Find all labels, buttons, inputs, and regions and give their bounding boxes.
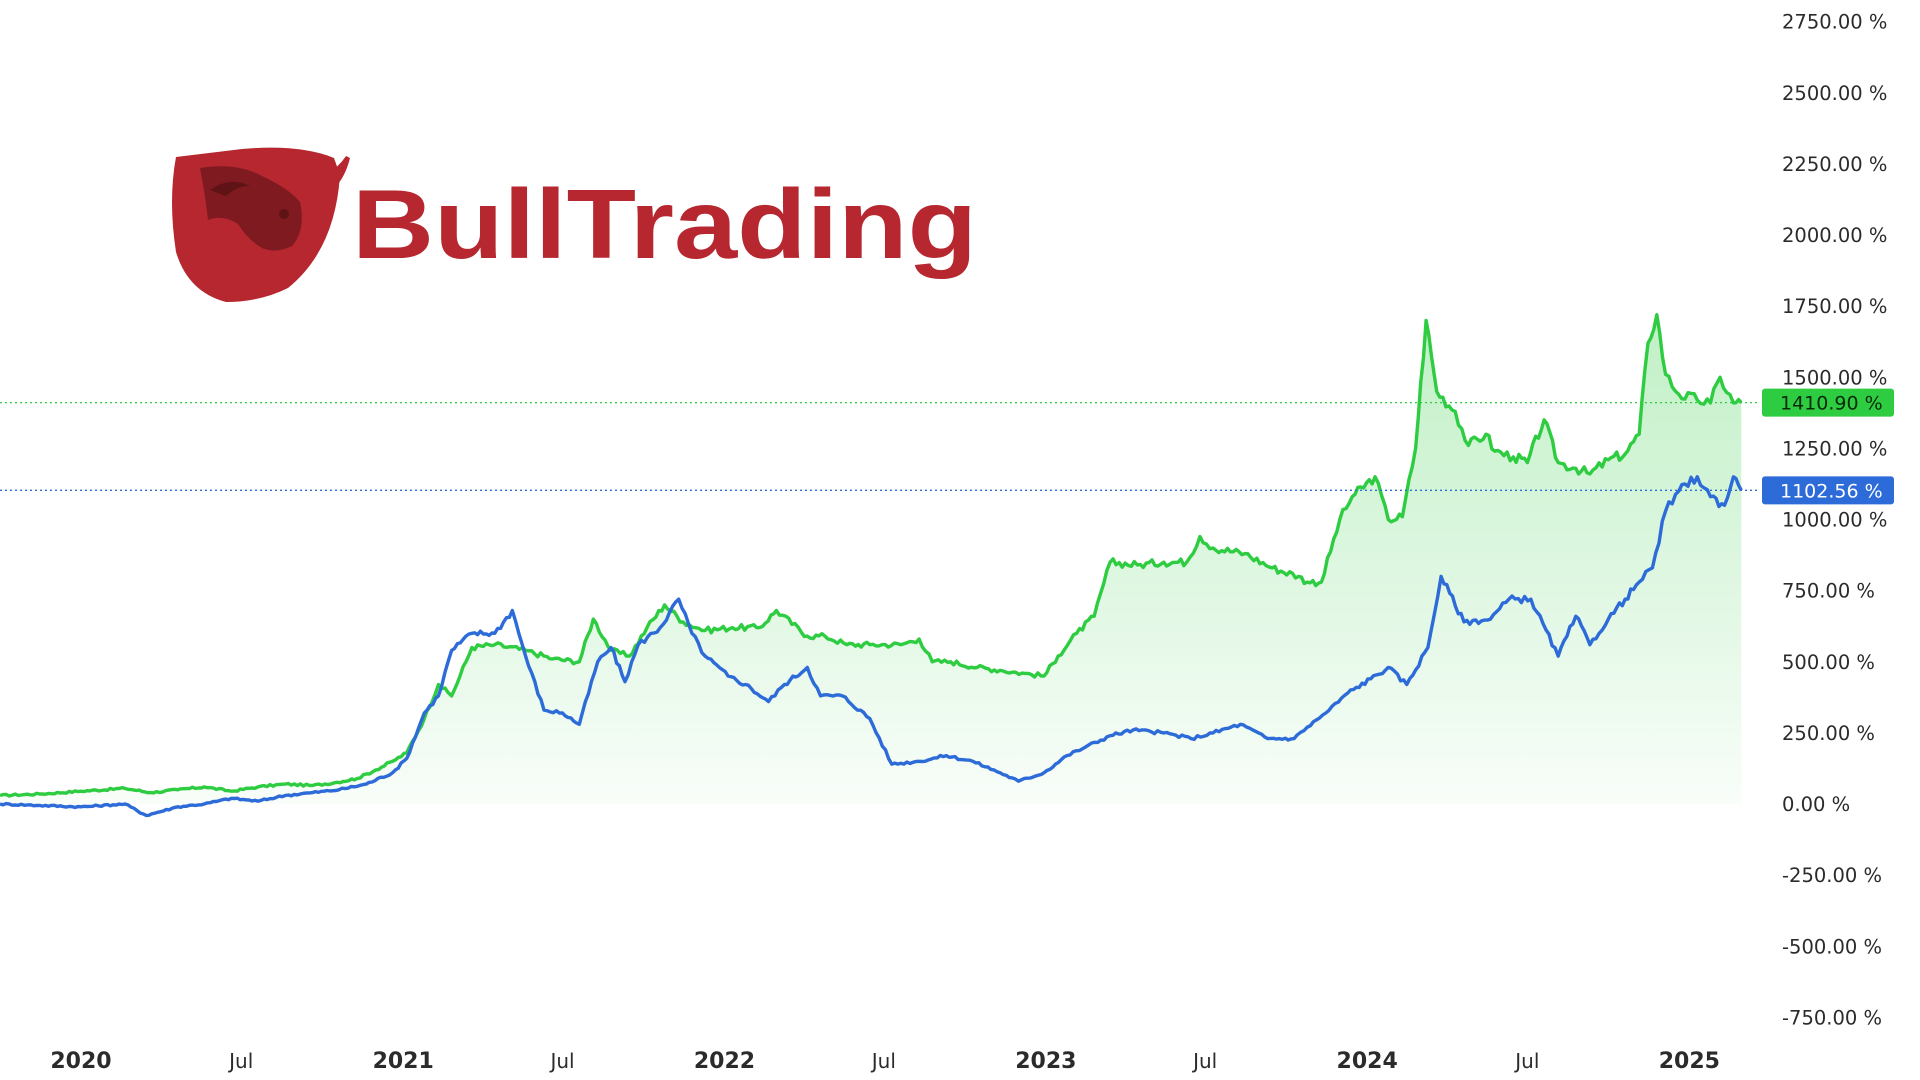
svg-text:0.00 %: 0.00 % [1782,793,1850,816]
y-tick-label: -250.00 % [1782,864,1882,887]
svg-text:1750.00 %: 1750.00 % [1782,295,1887,318]
svg-text:2020: 2020 [50,1049,111,1074]
y-axis: 2750.00 % 2500.00 % 2250.00 % 2000.00 % 1750… [1782,11,1887,1030]
svg-text:-250.00 %: -250.00 % [1782,864,1882,887]
svg-text:2500.00 %: 2500.00 % [1782,82,1887,105]
series-1-line [0,313,1743,798]
svg-text:250.00 %: 250.00 % [1782,722,1875,745]
svg-text:2750.00 %: 2750.00 % [1782,11,1887,34]
last-value-badge [1762,476,1894,505]
series-2-line [0,475,1743,818]
y-tick-label: 2750.00 % [1782,11,1887,34]
svg-text:Jul: Jul [1191,1049,1217,1073]
x-axis: 2020 Jul 2021 Jul 2022 Jul 2023 Jul 2024 Jul 2025 [50,1049,1720,1074]
bull-shield-icon [172,147,350,302]
x-tick-label: Jul [870,1049,896,1073]
svg-text:Jul: Jul [548,1049,574,1073]
x-tick-label: Jul [1513,1049,1539,1073]
svg-text:1000.00 %: 1000.00 % [1782,509,1887,532]
x-tick-label: 2022 [694,1049,755,1074]
y-tick-label: -500.00 % [1782,935,1882,958]
series-1-area [0,314,1742,804]
x-tick-label: 2023 [1015,1049,1076,1074]
y-tick-label: 0.00 % [1782,793,1850,816]
svg-text:2021: 2021 [373,1049,434,1074]
x-tick-label: 2024 [1337,1049,1398,1074]
svg-text:2023: 2023 [1015,1049,1076,1074]
chart-area-fill [0,314,1742,804]
last-value-text: 1102.56 % [1780,480,1883,502]
svg-text:500.00 %: 500.00 % [1782,651,1875,674]
last-value-labels: 1410.90 % 1102.56 % [1762,388,1894,505]
logo-wordmark: BullTrading [352,169,977,279]
chart-series-lines [0,313,1743,818]
y-tick-label: 1750.00 % [1782,295,1887,318]
svg-text:1500.00 %: 1500.00 % [1782,366,1887,389]
last-value-lines [0,401,1758,491]
y-tick-label: 1000.00 % [1782,509,1887,532]
last-value-badge [1762,388,1894,417]
series-2-last-value-label: 1102.56 % [1762,476,1894,505]
y-tick-label: 1250.00 % [1782,437,1887,460]
y-tick-label: 750.00 % [1782,580,1875,603]
y-tick-label: 1500.00 % [1782,366,1887,389]
x-tick-label: Jul [227,1049,253,1073]
series-1-last-value-label: 1410.90 % [1762,388,1894,417]
y-tick-label: 250.00 % [1782,722,1875,745]
x-tick-label: 2021 [373,1049,434,1074]
svg-text:-500.00 %: -500.00 % [1782,935,1882,958]
x-tick-label: Jul [548,1049,574,1073]
svg-text:1250.00 %: 1250.00 % [1782,437,1887,460]
svg-text:2025: 2025 [1659,1049,1720,1074]
y-tick-label: 2500.00 % [1782,82,1887,105]
bulltrading-logo: BullTrading [172,147,977,302]
x-tick-label: 2020 [50,1049,111,1074]
y-tick-label: 500.00 % [1782,651,1875,674]
svg-text:2022: 2022 [694,1049,755,1074]
svg-text:2000.00 %: 2000.00 % [1782,224,1887,247]
y-tick-label: -750.00 % [1782,1006,1882,1029]
svg-text:Jul: Jul [227,1049,253,1073]
svg-text:2250.00 %: 2250.00 % [1782,153,1887,176]
svg-text:750.00 %: 750.00 % [1782,580,1875,603]
y-tick-label: 2000.00 % [1782,224,1887,247]
last-value-text: 1410.90 % [1780,393,1883,415]
y-tick-label: 2250.00 % [1782,153,1887,176]
svg-text:Jul: Jul [1513,1049,1539,1073]
x-tick-label: Jul [1191,1049,1217,1073]
svg-text:-750.00 %: -750.00 % [1782,1006,1882,1029]
svg-text:Jul: Jul [870,1049,896,1073]
x-tick-label: 2025 [1659,1049,1720,1074]
svg-text:2024: 2024 [1337,1049,1398,1074]
